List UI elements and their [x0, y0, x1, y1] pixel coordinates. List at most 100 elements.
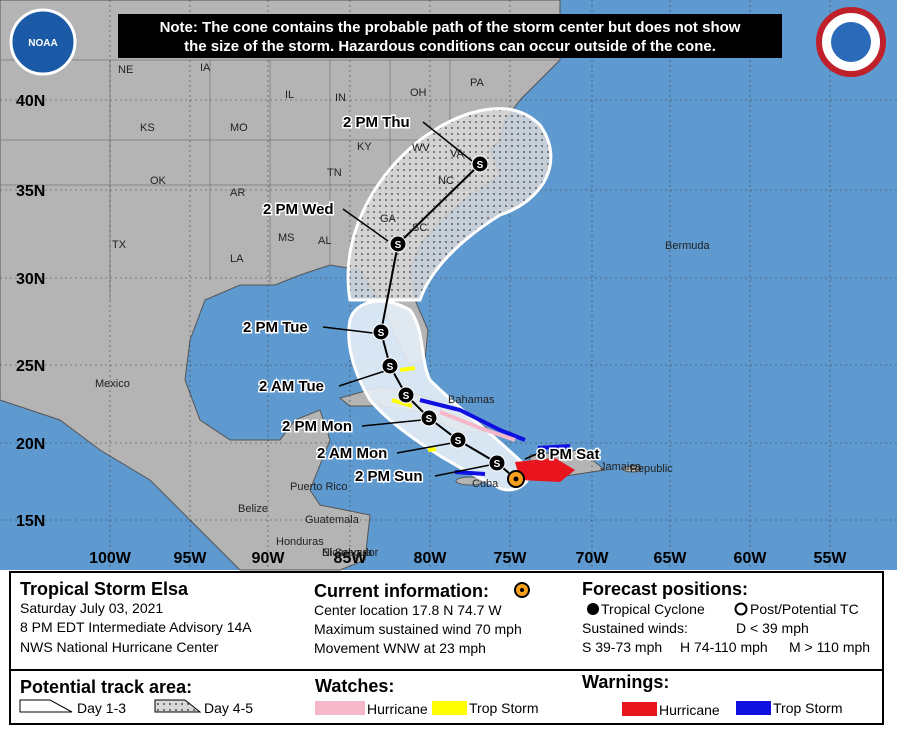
lat-label: 25N — [16, 358, 45, 375]
lon-label: 75W — [494, 550, 528, 567]
forecast-point — [397, 386, 415, 404]
forecast-leader — [342, 208, 389, 242]
legend-text: Day 4-5 — [204, 700, 253, 716]
place-label: IL — [285, 89, 294, 101]
place-label: Republic — [630, 463, 673, 475]
place-label: AR — [230, 187, 245, 199]
place-label: Bermuda — [665, 240, 711, 252]
current-position-dot — [513, 476, 519, 482]
legend-text: Post/Potential TC — [750, 601, 859, 617]
legend-panel — [9, 571, 884, 725]
forecast-symbol: S — [403, 391, 410, 402]
place-label: TN — [327, 167, 342, 179]
place-label: VA — [450, 148, 465, 160]
legend-text: NWS National Hurricane Center — [20, 639, 219, 655]
map-labels: 100W 95W 90W 85W 80W 75W 70W 65W 60W 55W 40N 35N 30N… — [16, 62, 847, 567]
forecast-point — [488, 454, 506, 472]
place-label: OK — [150, 175, 167, 187]
forecast-leader — [396, 442, 453, 454]
nws-logo-inner — [831, 22, 871, 62]
forecast-point — [381, 357, 399, 375]
place-label: IN — [335, 92, 346, 104]
forecast-label: 2 PM Wed — [263, 201, 334, 218]
legend-text: Trop Storm — [773, 700, 843, 716]
place-label: OH — [410, 87, 427, 99]
place-label: AL — [318, 235, 331, 247]
forecast-leader — [338, 369, 389, 387]
forecast-label: 2 PM Sun — [355, 468, 423, 485]
place-label: PA — [470, 77, 485, 89]
forecast-point — [372, 323, 390, 341]
watch-hurricane — [439, 410, 516, 442]
forecast-symbol: S — [426, 414, 433, 425]
forecast-label: 2 AM Mon — [317, 445, 387, 462]
legend-text: Sustained winds: — [582, 620, 688, 636]
forecast-point — [420, 409, 438, 427]
lat-label: 15N — [16, 513, 45, 530]
noaa-logo — [9, 8, 77, 76]
lon-label: 90W — [252, 550, 286, 567]
noaa-logo-text: NOAA — [28, 38, 57, 49]
place-label: TX — [112, 239, 127, 251]
legend-text: Maximum sustained wind 70 mph — [314, 621, 522, 637]
warning-trop-storm — [419, 398, 571, 476]
forecast-symbol: S — [387, 362, 394, 373]
legend-text: M > 110 mph — [789, 639, 870, 655]
current-symbol-dot — [520, 588, 524, 592]
place-label: Belize — [238, 503, 268, 515]
tc-symbol — [587, 603, 599, 615]
legend-text: Movement WNW at 23 mph — [314, 640, 486, 656]
legend-text: Hurricane — [367, 701, 428, 717]
legend-text: Current information: — [314, 581, 489, 601]
place-label: SC — [412, 222, 427, 234]
legend-text: Warnings: — [582, 672, 669, 692]
forecast-point — [471, 155, 489, 173]
place-label: Nicaragua — [322, 547, 373, 559]
lon-label: 65W — [654, 550, 688, 567]
place-label: WV — [412, 142, 430, 154]
place-label: Cuba — [472, 478, 499, 490]
lon-label: 100W — [89, 550, 132, 567]
lon-label: 55W — [814, 550, 848, 567]
forecast-label: 2 AM Tue — [259, 378, 324, 395]
forecast-symbol: S — [477, 160, 484, 171]
forecast-label: 2 PM Tue — [243, 319, 308, 336]
watch-hurricane-swatch — [315, 701, 365, 715]
lon-label: 70W — [576, 550, 610, 567]
forecast-leader — [422, 121, 473, 162]
legend-text: Watches: — [315, 676, 394, 696]
place-label: MO — [230, 122, 248, 134]
note-text: the size of the storm. Hazardous conditi… — [184, 38, 716, 55]
day13-swatch — [19, 699, 73, 713]
note-box — [118, 14, 782, 58]
legend-text: Tropical Storm Elsa — [20, 579, 189, 599]
lat-label: 40N — [16, 93, 45, 110]
forecast-label: 2 PM Thu — [343, 114, 410, 131]
day45-swatch — [154, 699, 202, 713]
lat-label: 20N — [16, 436, 45, 453]
place-label: LA — [230, 253, 244, 265]
lon-label: 85W — [334, 550, 368, 567]
forecast-point — [449, 431, 467, 449]
place-label: Mexico — [95, 378, 130, 390]
place-label: NC — [438, 175, 454, 187]
legend-text: 8 PM EDT Intermediate Advisory 14A — [20, 619, 252, 635]
place-label: KY — [357, 141, 372, 153]
forecast-symbol: S — [378, 328, 385, 339]
place-label: Honduras — [276, 536, 324, 548]
warning-hurricane-swatch — [622, 702, 657, 716]
lon-label: 95W — [174, 550, 208, 567]
watch-trop-swatch — [432, 701, 467, 715]
forecast-label: 8 PM Sat — [537, 446, 600, 463]
legend-text: H 74-110 mph — [680, 639, 768, 655]
lat-label: 35N — [16, 183, 45, 200]
place-label: El Salvador — [322, 547, 379, 559]
place-label: MS — [278, 232, 295, 244]
legend-text: Center location 17.8 N 74.7 W — [314, 602, 502, 618]
place-label: GA — [380, 213, 397, 225]
lat-label: 30N — [16, 271, 45, 288]
forecast-leader — [322, 326, 374, 334]
legend-text: Trop Storm — [469, 700, 539, 716]
land-puerto-rico — [622, 465, 642, 473]
